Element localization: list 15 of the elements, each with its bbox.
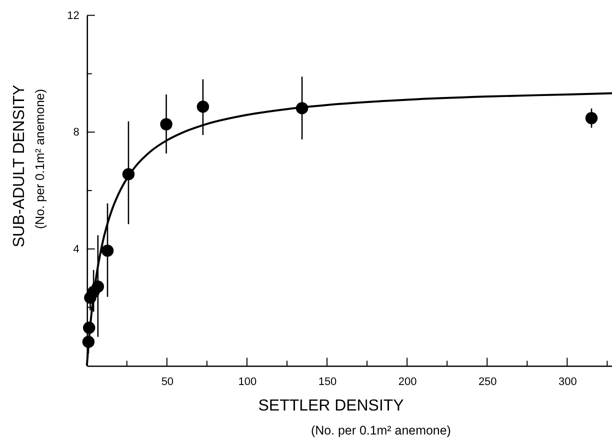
x-tick-label: 50 [161,376,174,388]
point [160,118,172,130]
point [101,244,114,257]
point [585,112,598,124]
x-tick-label: 250 [478,376,497,388]
x-axis-title: SETTLER DENSITY (No. per 0.1m² anemone) [258,398,451,438]
x-tick-label: 100 [238,376,257,388]
y-tick-label: 12 [67,10,80,22]
y-tick-label: 4 [73,243,80,256]
x-tick-label: 150 [318,376,337,388]
x-tick-label: 300 [558,376,577,388]
point [196,100,210,113]
y-axis-title: SUB-ADULT DENSITY (No. per 0.1m² anemone) [10,84,47,248]
x-tick-label: 200 [398,376,417,388]
y-tick-label: 8 [73,126,80,139]
